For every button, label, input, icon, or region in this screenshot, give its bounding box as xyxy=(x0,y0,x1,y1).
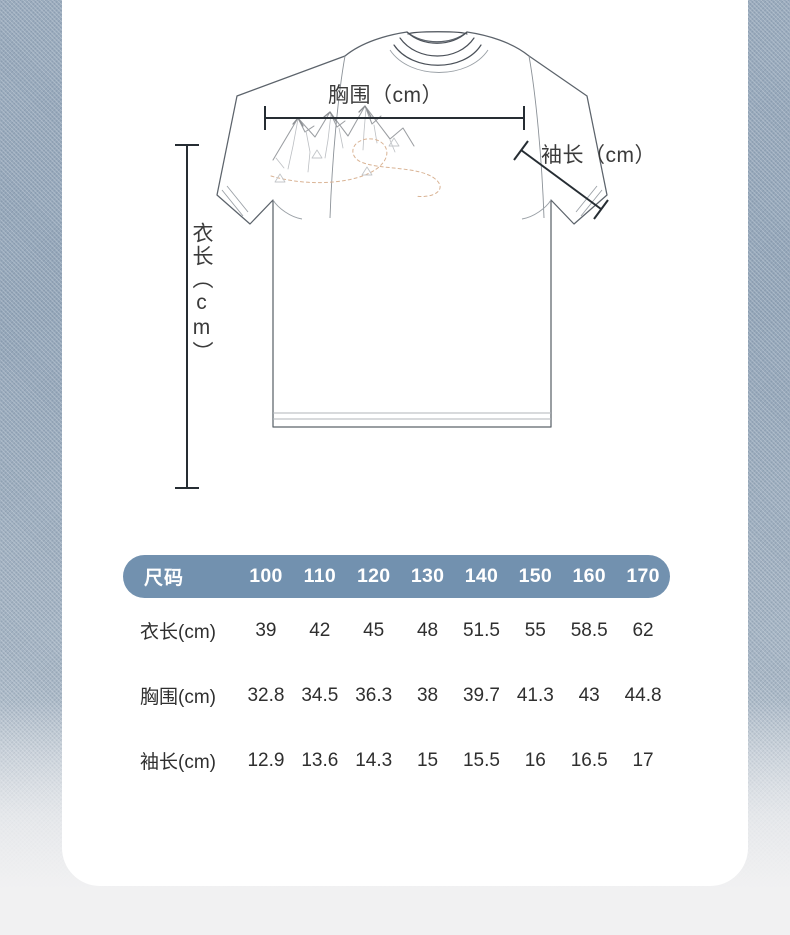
tshirt-shoulder-seams xyxy=(329,55,545,219)
cell-sleeve-120: 14.3 xyxy=(355,749,393,771)
tshirt-neckline-inner xyxy=(389,49,489,73)
header-size-150: 150 xyxy=(518,565,553,587)
tshirt-collar xyxy=(393,31,482,66)
row-cells-chest: 32.8 34.5 36.3 38 39.7 41.3 43 44.8 xyxy=(239,685,670,707)
header-size-170: 170 xyxy=(626,565,660,587)
length-measure-line xyxy=(175,144,199,489)
tshirt-body-hem xyxy=(273,412,551,420)
cell-chest-130: 38 xyxy=(416,684,439,706)
cell-chest-140: 39.7 xyxy=(462,684,500,706)
sleeve-measure-label: 袖长（cm） xyxy=(541,144,656,167)
row-label-chest: 胸围(cm) xyxy=(140,687,216,708)
cell-length-130: 48 xyxy=(416,619,439,641)
cell-sleeve-170: 17 xyxy=(632,749,654,771)
header-size-160: 160 xyxy=(572,565,606,587)
table-row-length: 衣长(cm) 39 42 45 48 51.5 55 58.5 62 xyxy=(123,598,670,663)
cell-sleeve-100: 12.9 xyxy=(247,749,285,771)
cell-length-170: 62 xyxy=(632,619,654,641)
cell-length-110: 42 xyxy=(309,619,331,641)
cell-sleeve-150: 16 xyxy=(524,749,546,771)
row-cells-length: 39 42 45 48 51.5 55 58.5 62 xyxy=(239,620,670,642)
sleeve-measure-line xyxy=(513,140,609,220)
length-measure-label: 衣长（cm） xyxy=(190,222,213,364)
header-size-130: 130 xyxy=(410,565,445,587)
cell-sleeve-130: 15 xyxy=(416,749,439,771)
cell-chest-160: 43 xyxy=(578,684,600,706)
cell-chest-120: 36.3 xyxy=(355,684,393,706)
header-label-size: 尺码 xyxy=(144,568,185,589)
size-table-header-row: 尺码 100 110 120 130 140 150 160 170 xyxy=(123,555,670,598)
row-label-length: 衣长(cm) xyxy=(140,622,216,643)
header-size-cells: 100 110 120 130 140 150 160 170 xyxy=(239,565,670,588)
header-size-140: 140 xyxy=(464,565,499,587)
cell-chest-110: 34.5 xyxy=(301,684,339,706)
mountain-print-graphic xyxy=(270,105,441,198)
cell-chest-150: 41.3 xyxy=(516,684,554,706)
cell-length-160: 58.5 xyxy=(570,619,608,641)
header-size-100: 100 xyxy=(249,565,283,587)
cell-sleeve-160: 16.5 xyxy=(570,749,608,771)
row-label-sleeve: 袖长(cm) xyxy=(140,752,216,773)
cell-length-150: 55 xyxy=(524,619,546,641)
garment-diagram xyxy=(62,0,748,520)
cell-sleeve-140: 15.5 xyxy=(462,749,500,771)
size-table: 尺码 100 110 120 130 140 150 160 170 衣长(cm… xyxy=(62,540,748,793)
size-chart-card: 胸围（cm） 袖长（cm） 衣长（cm） 尺码 100 110 120 130 … xyxy=(62,0,748,886)
chest-measure-line xyxy=(264,106,525,130)
chest-measure-label: 胸围（cm） xyxy=(328,84,443,107)
cell-length-100: 39 xyxy=(255,619,277,641)
cell-chest-100: 32.8 xyxy=(247,684,285,706)
header-size-110: 110 xyxy=(303,565,336,587)
header-size-120: 120 xyxy=(356,565,391,587)
cell-length-140: 51.5 xyxy=(462,619,500,641)
table-row-chest: 胸围(cm) 32.8 34.5 36.3 38 39.7 41.3 43 44… xyxy=(123,663,670,728)
cell-sleeve-110: 13.6 xyxy=(301,749,339,771)
table-row-sleeve: 袖长(cm) 12.9 13.6 14.3 15 15.5 16 16.5 17 xyxy=(123,728,670,793)
row-cells-sleeve: 12.9 13.6 14.3 15 15.5 16 16.5 17 xyxy=(239,750,670,772)
cell-length-120: 45 xyxy=(363,619,385,641)
cell-chest-170: 44.8 xyxy=(624,684,662,706)
